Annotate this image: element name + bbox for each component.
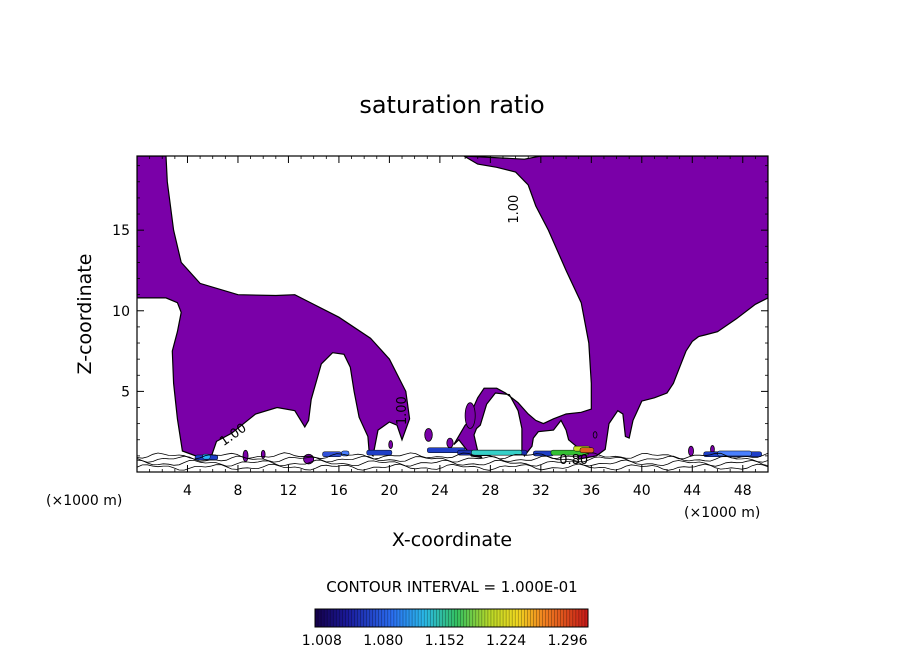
contour-patch (464, 402, 476, 429)
contour-region-1 (137, 156, 411, 459)
contour-patch (388, 440, 393, 450)
ground-contour-line (137, 452, 768, 460)
plot-area (137, 156, 768, 471)
x-tick-label: 32 (532, 483, 550, 499)
supersaturation-streak (366, 449, 393, 456)
x-axis-label: X-coordinate (392, 529, 512, 551)
x-tick-label: 40 (633, 483, 651, 499)
colorbar-tick-label: 1.224 (486, 633, 526, 649)
ground-contours (137, 452, 768, 471)
contour-interval-label: CONTOUR INTERVAL = 1.000E-01 (326, 578, 577, 596)
supersaturation-streak (322, 451, 342, 458)
ground-contour-line (137, 459, 768, 467)
contour-patch (688, 445, 694, 457)
x-tick-label: 48 (734, 483, 752, 499)
x-tick-label: 20 (380, 483, 398, 499)
x-tick-label: 24 (431, 483, 449, 499)
contour-patch (592, 431, 598, 439)
contour-region-2 (453, 156, 768, 460)
x-tick-label: 28 (481, 483, 499, 499)
contour-label: 1.00 (507, 195, 522, 224)
contour-regions (137, 156, 768, 465)
contour-patch (424, 428, 433, 442)
x-tick-label: 36 (582, 483, 600, 499)
x-tick-label: 44 (683, 483, 701, 499)
chart-title: saturation ratio (359, 91, 544, 119)
ground-contour-line (137, 463, 768, 471)
y-tick-label: 10 (112, 304, 130, 320)
contour-patch (242, 449, 249, 462)
x-unit-label-right: (×1000 m) (684, 505, 760, 521)
contour-patch (303, 453, 315, 465)
supersaturation-streak (579, 447, 595, 453)
x-unit-label-left: (×1000 m) (46, 493, 122, 509)
colorbar-tick-label: 1.296 (547, 633, 587, 649)
x-axis-ticks: 4 8 12 16 20 24 28 32 36 40 44 48 (149, 156, 756, 499)
x-tick-label: 16 (330, 483, 348, 499)
streak-group (194, 445, 762, 461)
colorbar-bands (317, 609, 586, 627)
supersaturation-streak (471, 449, 523, 456)
supersaturation-streak (717, 450, 752, 457)
colorbar-tick-label: 1.008 (302, 633, 342, 649)
y-tick-label: 5 (121, 384, 130, 400)
colorbar-tick-label: 1.080 (363, 633, 403, 649)
x-tick-label: 12 (280, 483, 298, 499)
contour-patch (446, 437, 454, 449)
colorbar-frame (314, 608, 589, 628)
contour-label: 1.00 (395, 396, 410, 425)
contour-label: 0.80 (559, 453, 588, 468)
y-axis-label: Z-coordinate (74, 254, 96, 375)
y-tick-label: 15 (112, 223, 130, 239)
contour-patch (260, 449, 266, 459)
colorbar (315, 609, 588, 627)
colorbar-tick-label: 1.152 (425, 633, 465, 649)
y-axis-ticks: 5 10 15 (112, 165, 768, 457)
x-tick-label: 8 (233, 483, 242, 499)
colorbar-tick-labels: 1.008 1.080 1.152 1.224 1.296 (302, 633, 588, 649)
x-tick-label: 4 (183, 483, 192, 499)
